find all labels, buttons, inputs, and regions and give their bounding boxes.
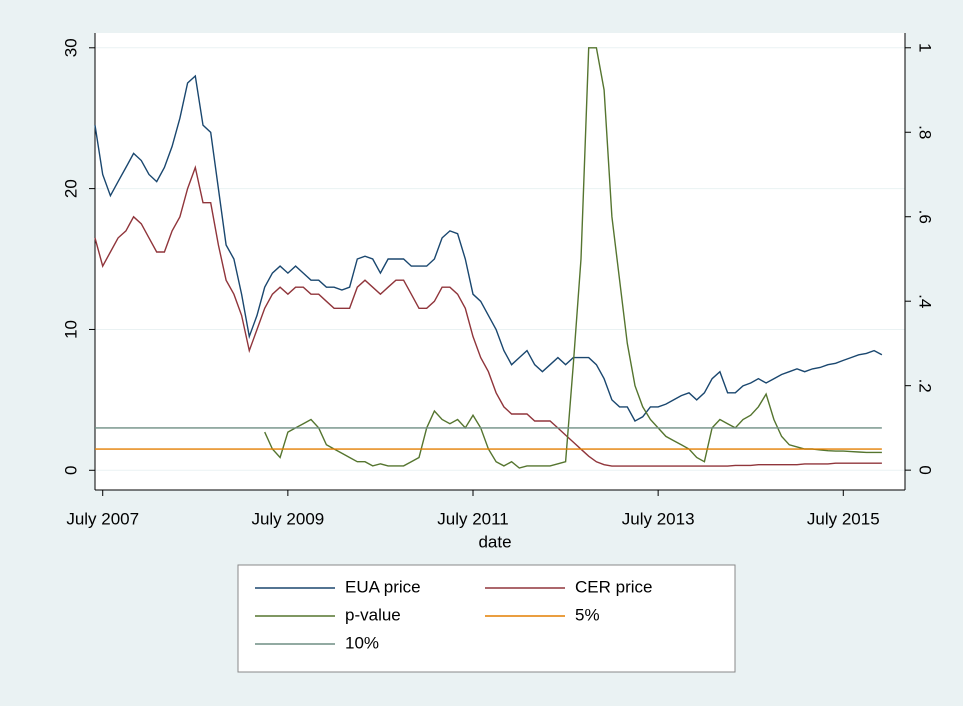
- x-tick-label: July 2013: [622, 509, 695, 528]
- x-tick-label: July 2015: [807, 509, 880, 528]
- series-line: [94, 74, 883, 422]
- x-tick-label: July 2011: [437, 509, 509, 528]
- legend: [237, 564, 736, 673]
- plot-area: [95, 33, 905, 490]
- y2-tick-label: .4: [916, 294, 935, 308]
- y-tick-label: 20: [61, 179, 80, 198]
- legend-label: EUA price: [345, 577, 421, 596]
- x-tick-label: July 2009: [251, 509, 324, 528]
- legend-label: CER price: [575, 577, 652, 596]
- series-line: [264, 47, 882, 469]
- y2-tick-label: .8: [916, 125, 935, 139]
- y-tick-label: 30: [61, 38, 80, 57]
- y2-tick-label: .2: [916, 379, 935, 393]
- y-tick-label: 10: [61, 320, 80, 339]
- x-tick-label: July 2007: [66, 509, 139, 528]
- series-line: [94, 164, 882, 467]
- y-tick-label: 0: [61, 466, 80, 475]
- x-axis-title: date: [478, 532, 511, 551]
- y2-tick-label: 1: [916, 43, 935, 52]
- legend-label: 5%: [575, 605, 600, 624]
- legend-label: p-value: [345, 605, 401, 624]
- legend-label: 10%: [345, 633, 379, 652]
- y2-tick-label: .6: [916, 210, 935, 224]
- y2-tick-label: 0: [916, 465, 935, 474]
